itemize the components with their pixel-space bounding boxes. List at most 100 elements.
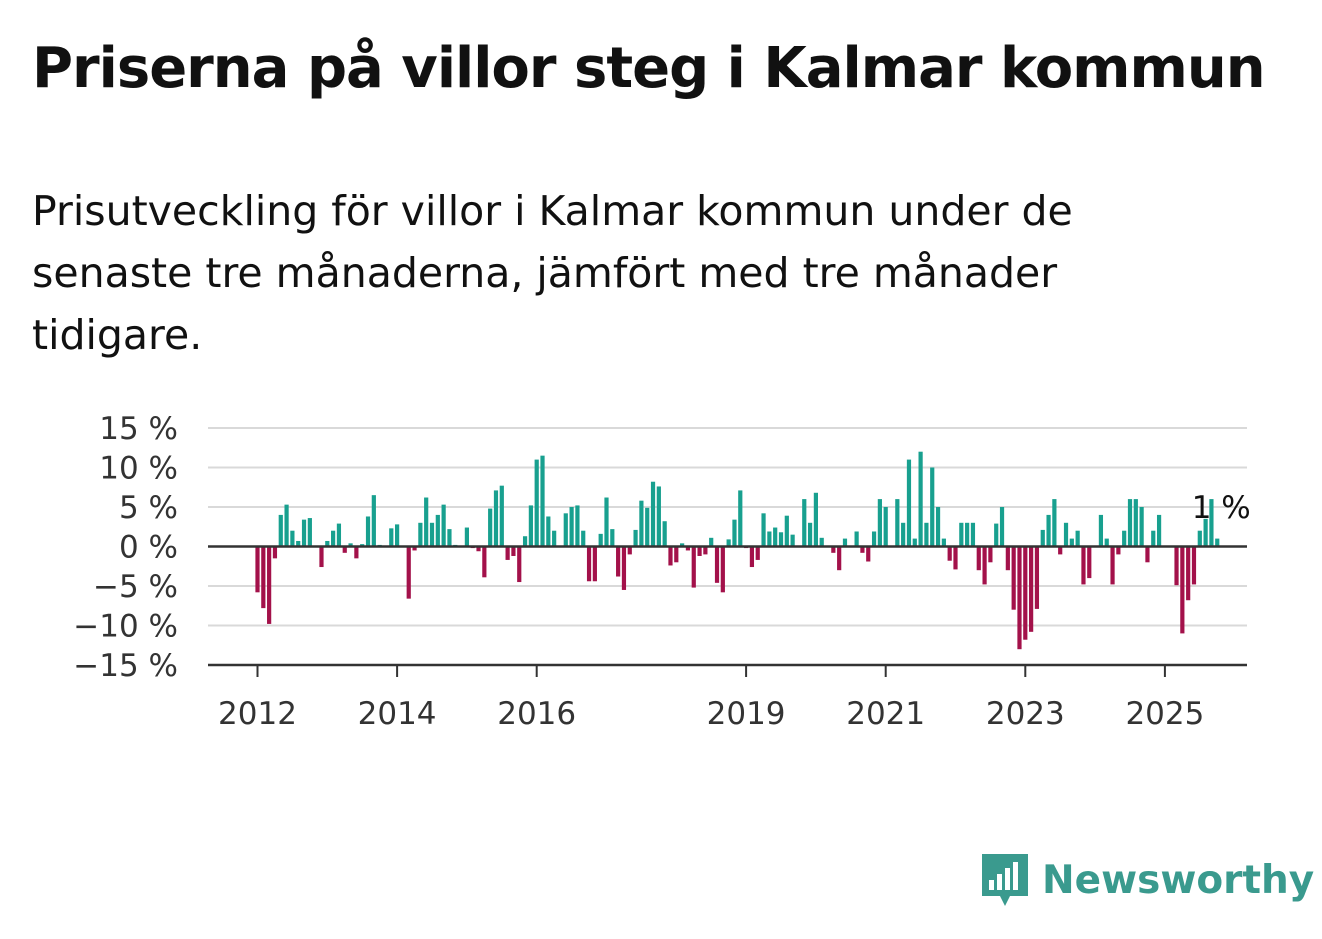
bar [930, 467, 935, 547]
bar [464, 527, 469, 547]
bar [1005, 546, 1010, 571]
bar [645, 507, 650, 547]
bar [976, 546, 981, 571]
bar [1215, 538, 1220, 547]
bar [650, 481, 656, 547]
bar [854, 531, 859, 547]
bar [924, 522, 929, 547]
bar [1145, 546, 1150, 563]
newsworthy-logo: Newsworthy [980, 850, 1314, 910]
chart-subtitle: Prisutveckling för villor i Kalmar kommu… [32, 187, 1073, 359]
bar [348, 543, 353, 547]
bar [802, 499, 807, 547]
bar [1174, 546, 1179, 586]
bar [1116, 546, 1121, 555]
bar [272, 546, 278, 559]
bar [866, 546, 871, 562]
bar [1087, 546, 1092, 579]
bar [354, 546, 359, 559]
bar [935, 507, 941, 547]
bar [813, 492, 818, 547]
bar [1017, 546, 1022, 650]
bar [267, 546, 272, 624]
bar [912, 538, 917, 547]
bar [720, 546, 725, 593]
bar [365, 516, 371, 547]
bar [999, 507, 1005, 547]
x-tick-label: 2021 [846, 696, 925, 732]
bar [778, 532, 784, 547]
bar [918, 451, 923, 547]
bar [819, 537, 824, 547]
bar [906, 459, 912, 547]
bar [499, 485, 504, 547]
bar [441, 504, 446, 547]
bar [639, 500, 644, 547]
bar [1034, 546, 1040, 609]
bar [784, 515, 789, 547]
bar [953, 546, 958, 570]
bar [970, 522, 976, 547]
bar [732, 519, 737, 547]
x-tick-label: 2012 [218, 696, 297, 732]
y-tick-label: −15 % [73, 648, 178, 684]
x-tick-label: 2016 [497, 696, 576, 732]
y-tick-label: −5 % [93, 569, 178, 605]
bar [511, 546, 516, 556]
bar [842, 538, 848, 547]
bar [1075, 530, 1080, 547]
bar [831, 546, 836, 553]
bar [1098, 514, 1104, 547]
bar [534, 459, 539, 547]
bar [389, 528, 394, 547]
bar [604, 497, 609, 547]
bar [307, 518, 312, 547]
y-tick-label: 10 % [99, 451, 178, 487]
bar [296, 540, 301, 547]
bar [412, 546, 417, 551]
y-tick-label: 15 % [99, 411, 178, 447]
bar [325, 540, 330, 547]
bar [895, 499, 900, 547]
bar [1191, 546, 1197, 585]
bar [522, 536, 528, 547]
bar [947, 546, 952, 561]
chart-title: Priserna på villor steg i Kalmar kommun [32, 36, 1266, 101]
bar [1046, 514, 1051, 547]
bar [395, 524, 400, 547]
bar [1052, 499, 1057, 547]
bar [418, 522, 423, 547]
bar [342, 546, 347, 553]
bar [581, 530, 586, 547]
bar [860, 546, 865, 553]
bar [1069, 538, 1074, 547]
bar [901, 522, 906, 547]
bar [319, 546, 324, 568]
bar [284, 504, 289, 547]
bar [755, 546, 760, 560]
y-tick-label: 0 % [119, 530, 178, 566]
bar [482, 546, 487, 578]
bar [883, 507, 888, 547]
bar [1063, 522, 1069, 547]
x-tick-label: 2014 [358, 696, 437, 732]
bar [994, 523, 999, 547]
bar [371, 495, 376, 547]
bar [738, 490, 743, 547]
bar [714, 546, 720, 583]
bar [656, 486, 661, 547]
bar [1122, 530, 1127, 547]
bar [941, 538, 946, 547]
bar [406, 546, 411, 599]
x-tick-label: 2023 [986, 696, 1065, 732]
bar [1058, 546, 1063, 555]
bar [278, 514, 283, 547]
bar [627, 546, 632, 555]
bar [1203, 518, 1208, 547]
bar [837, 546, 842, 571]
bar [552, 530, 557, 547]
bar [767, 531, 772, 547]
bar [336, 523, 342, 547]
bar [726, 539, 731, 547]
axes [208, 545, 1247, 667]
